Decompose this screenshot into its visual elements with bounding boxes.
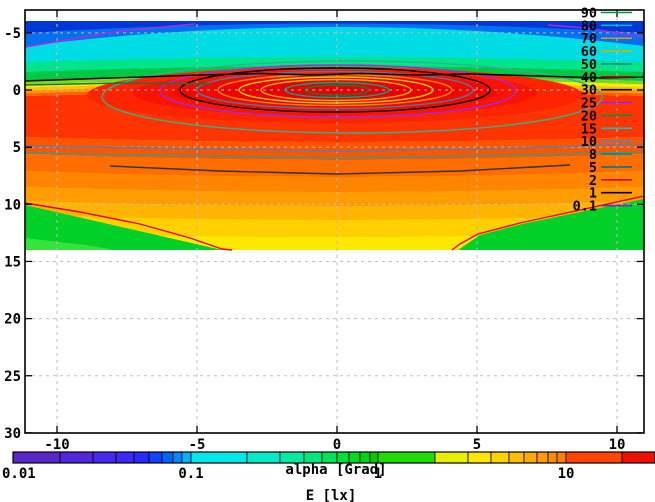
colorbar-segment [490, 451, 510, 464]
plot-frame [24, 9, 645, 434]
fill-band [25, 201, 644, 220]
colorbar-tick-label: 1 [374, 466, 382, 482]
plot-border [24, 9, 645, 434]
y-tick-label: 5 [13, 140, 21, 156]
legend-level-label: 50 [581, 57, 597, 73]
colorbar-segment [172, 451, 183, 464]
colorbar-segment [434, 451, 469, 464]
contour-polyline [547, 24, 645, 38]
legend-level-label: 20 [581, 108, 597, 124]
contour-polyline [24, 202, 233, 251]
colorbar-segment [59, 451, 94, 464]
contour-polyline [24, 143, 645, 152]
contour-ellipse [238, 76, 434, 104]
legend-level-label: 15 [581, 121, 597, 137]
x-tick-label: -5 [189, 437, 206, 453]
colorbar-border [12, 451, 655, 464]
fill-band [25, 137, 644, 160]
green-region [25, 238, 115, 250]
contour-ellipse [260, 78, 412, 102]
contour-ellipse [304, 84, 370, 96]
contour-ellipse [196, 70, 474, 110]
colorbar-segment [161, 451, 174, 464]
contour-lines [24, 23, 645, 251]
legend-level-label: 25 [581, 96, 597, 112]
contour-ellipse [101, 60, 603, 134]
legend-level-label: 40 [581, 70, 597, 86]
contour-polyline [451, 195, 645, 251]
colorbar-unit-label: E [lx] [306, 488, 357, 502]
legend-level-label: 2 [589, 173, 597, 189]
legend-level-label: 70 [581, 31, 597, 47]
x-tick-label: 10 [609, 437, 626, 453]
contour-ellipse [159, 64, 517, 118]
legend-level-label: 30 [581, 83, 597, 99]
colorbar-segment [190, 451, 248, 464]
legend-level-label: 0.1 [573, 199, 597, 215]
colorbar-tick-label: 10 [558, 466, 575, 482]
fill-band [25, 21, 644, 46]
colorbar-segment [621, 451, 655, 464]
legend-level-label: 5 [589, 160, 597, 176]
legend-level-label: 10 [581, 134, 597, 150]
green-region [25, 205, 222, 250]
contour-polyline [24, 72, 645, 82]
x-axis-label: alpha [Grad] [285, 462, 386, 478]
colorbar-segment [181, 451, 192, 464]
colorbar: 0.01 0.1 1 10 [2, 451, 655, 482]
y-tick-label: 10 [4, 197, 21, 213]
colorbar-segment [523, 451, 538, 464]
contour-ellipse [179, 67, 491, 113]
y-tick-label: 30 [4, 426, 21, 442]
y-tick-label: 20 [4, 312, 21, 328]
low-value-green-regions [25, 199, 644, 250]
y-tick-label: -5 [4, 26, 21, 42]
x-tick-label: -10 [44, 437, 69, 453]
colorbar-segment [12, 451, 61, 464]
contour-polyline [24, 82, 211, 86]
colorbar-segment [536, 451, 549, 464]
contour-ellipse [284, 81, 390, 99]
x-tick-label: 0 [333, 437, 341, 453]
legend-level-label: 60 [581, 44, 597, 60]
colorbar-segment [467, 451, 492, 464]
colorbar-tick-label: 0.1 [178, 466, 203, 482]
colorbar-segment [133, 451, 150, 464]
y-tick-label: 15 [4, 254, 21, 270]
fill-band [25, 187, 644, 206]
legend-level-label: 8 [589, 147, 597, 163]
legend-level-label: 80 [581, 18, 597, 34]
contour-polyline [24, 23, 196, 48]
colorbar-tick-label: 0.01 [2, 466, 36, 482]
green-region [458, 199, 644, 250]
y-tick-label: 25 [4, 369, 21, 385]
contour-polyline [109, 164, 571, 175]
colorbar-segment [565, 451, 623, 464]
legend-level-label: 90 [581, 6, 597, 22]
colorbar-segment [547, 451, 558, 464]
fill-band [25, 21, 644, 33]
colorbar-segment [92, 451, 117, 464]
contour-polyline [24, 151, 645, 159]
fill-band [25, 171, 644, 192]
x-tick-label: 5 [473, 437, 481, 453]
y-tick-label: 0 [13, 83, 21, 99]
colorbar-segment [508, 451, 525, 464]
colorbar-segment [246, 451, 281, 464]
colorbar-segment [148, 451, 163, 464]
legend-level-label: 1 [589, 186, 597, 202]
colorbar-segment [556, 451, 567, 464]
colorbar-segment [115, 451, 135, 464]
fill-band [25, 154, 644, 177]
